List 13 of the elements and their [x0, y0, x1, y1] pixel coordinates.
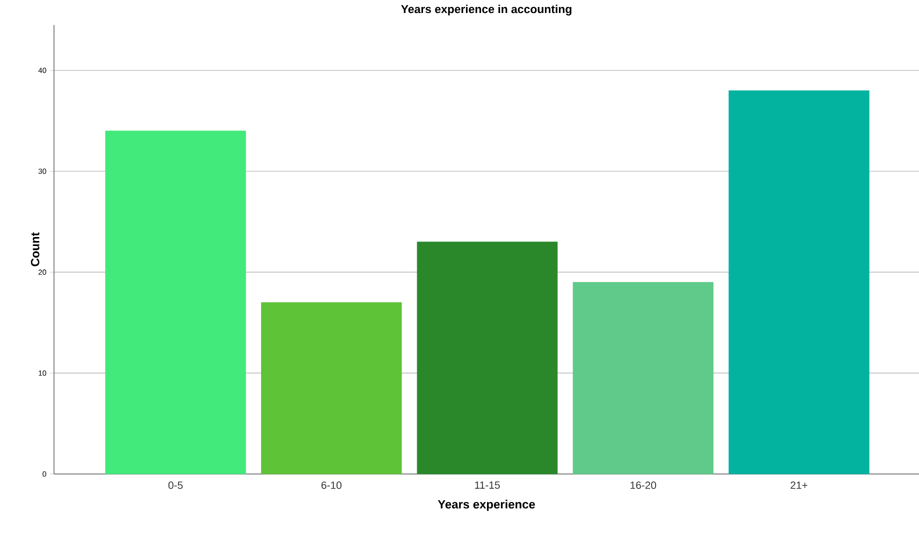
x-tick-label: 6-10 [321, 482, 342, 489]
x-axis-title: Years experience [438, 500, 535, 511]
x-tick-label: 11-15 [475, 482, 500, 489]
x-tick-label: 21+ [790, 482, 808, 489]
x-tick-label: 16-20 [630, 482, 656, 489]
y-axis-title: Count [30, 232, 40, 266]
bar [728, 90, 870, 474]
chart-title: Years experience in accounting [401, 4, 572, 16]
bar [416, 242, 558, 474]
bar [105, 130, 246, 474]
bar [261, 302, 402, 474]
bar [572, 282, 714, 474]
x-tick-label: 0-5 [168, 482, 183, 489]
